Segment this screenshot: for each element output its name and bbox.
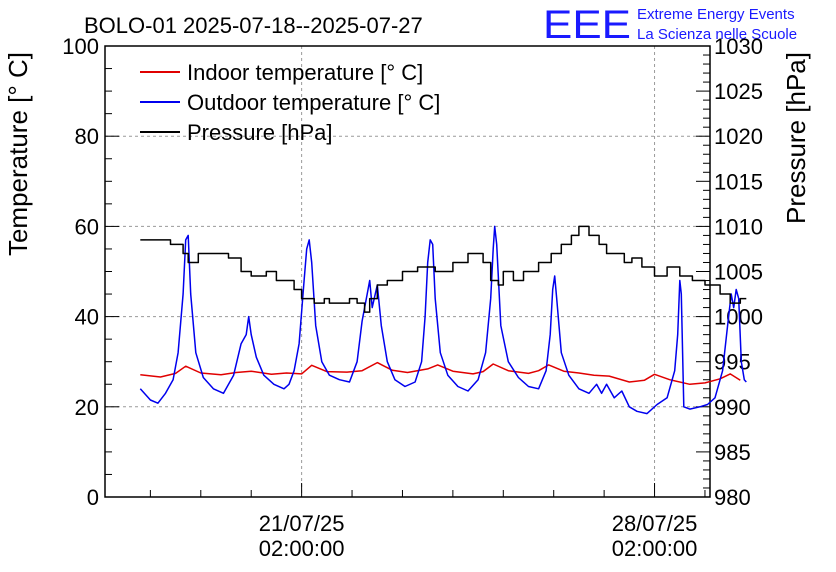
eee-logo: EEE Extreme Energy Events La Scienza nel…	[543, 3, 797, 47]
logo-line-1: Extreme Energy Events	[637, 6, 795, 23]
logo-mark: EEE	[543, 3, 631, 47]
y2-tick-label: 1030	[714, 34, 763, 59]
y-tick-label: 80	[75, 124, 99, 149]
y2-tick-label: 995	[714, 350, 751, 375]
series-layer	[139, 225, 747, 415]
legend: Indoor temperature [° C] Outdoor tempera…	[140, 60, 440, 145]
x-tick-label-date: 28/07/25	[612, 511, 698, 536]
y-tick-label: 100	[62, 34, 99, 59]
y2-tick-label: 985	[714, 440, 751, 465]
y2-axis-label: Pressure [hPa]	[781, 52, 811, 224]
y2-tick-label: 980	[714, 485, 751, 510]
y2-tick-label: 1015	[714, 169, 763, 194]
left-axis-ticks: 0 20 40 60 80 100	[62, 34, 119, 510]
legend-label-indoor: Indoor temperature [° C]	[187, 60, 423, 85]
x-tick-label-time: 02:00:00	[612, 536, 698, 561]
pressure-line	[140, 225, 747, 313]
y2-tick-label: 1020	[714, 124, 763, 149]
legend-label-outdoor: Outdoor temperature [° C]	[187, 90, 440, 115]
y-tick-label: 40	[75, 305, 99, 330]
y-tick-label: 20	[75, 395, 99, 420]
y-tick-label: 0	[87, 485, 99, 510]
x-tick-label-date: 21/07/25	[259, 511, 345, 536]
logo-line-2: La Scienza nelle Scuole	[637, 26, 797, 43]
y-tick-label: 60	[75, 214, 99, 239]
grid-lines	[105, 46, 710, 497]
chart-title: BOLO-01 2025-07-18--2025-07-27	[84, 13, 423, 38]
y2-tick-label: 990	[714, 395, 751, 420]
indoor-temperature-line	[140, 361, 741, 386]
y2-tick-label: 1010	[714, 214, 763, 239]
y-axis-label: Temperature [° C]	[3, 52, 33, 256]
x-tick-label-time: 02:00:00	[259, 536, 345, 561]
outdoor-temperature-line	[139, 225, 747, 415]
y2-tick-label: 1025	[714, 79, 763, 104]
y2-tick-label: 1005	[714, 260, 763, 285]
legend-label-pressure: Pressure [hPa]	[187, 120, 333, 145]
